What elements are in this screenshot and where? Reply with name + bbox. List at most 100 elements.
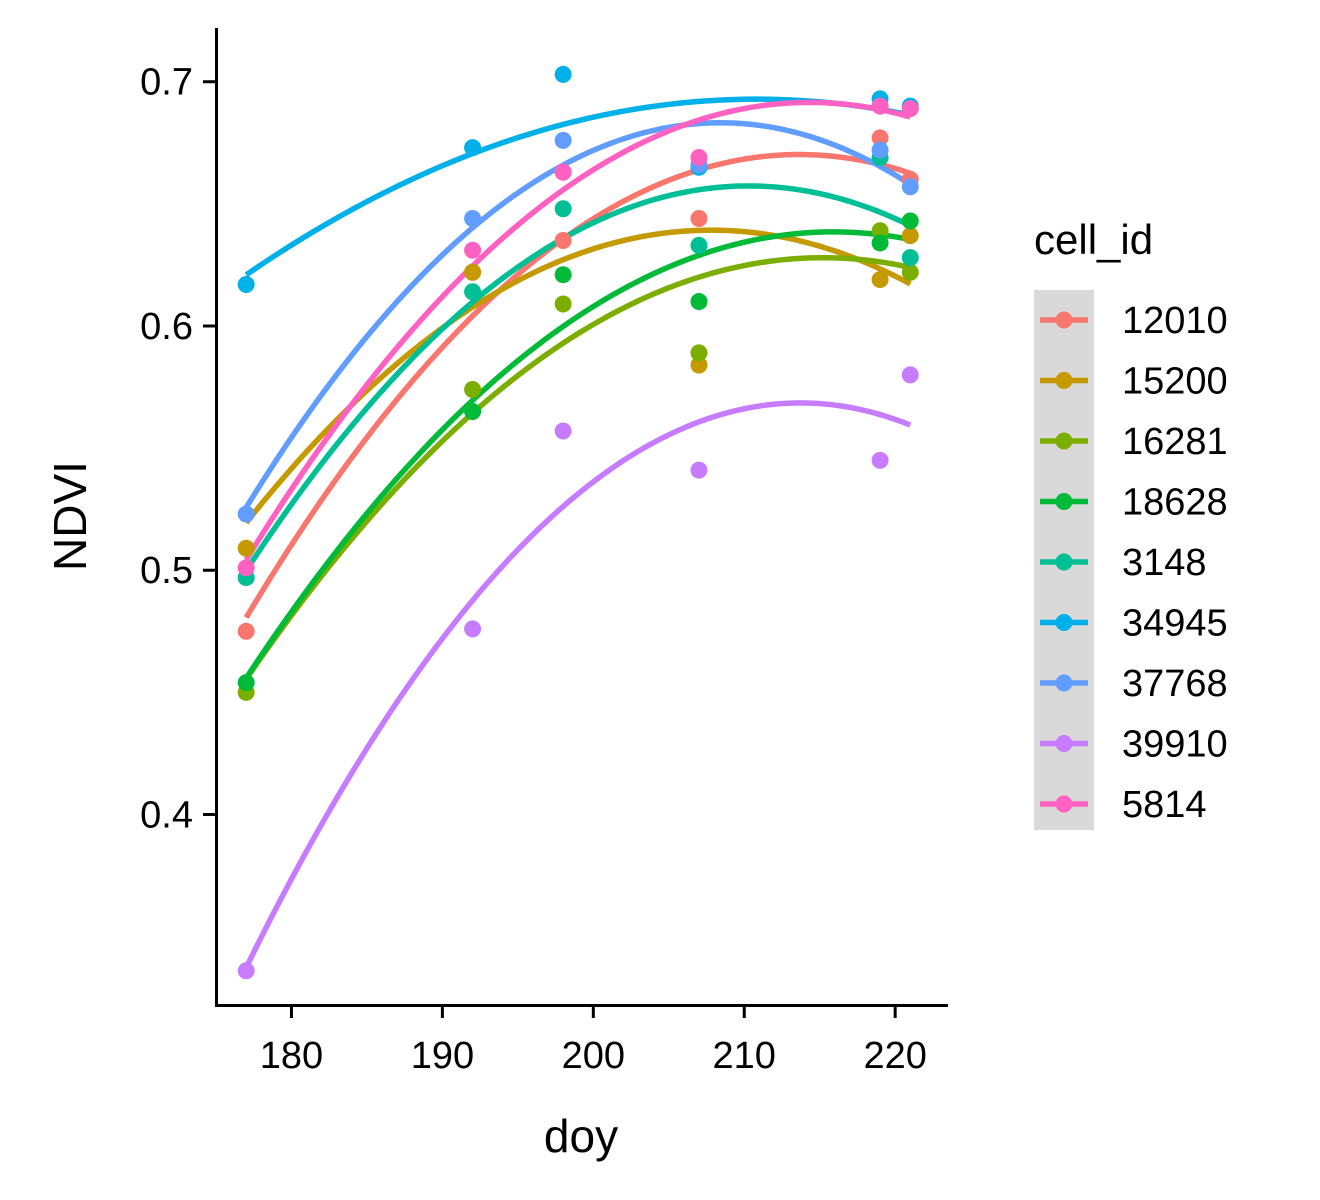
y-axis-ticks: 0.4 0.5 0.6 0.7 bbox=[140, 62, 216, 836]
legend-item-5814: 5814 bbox=[1040, 784, 1207, 826]
legend-label: 37768 bbox=[1122, 663, 1228, 705]
legend-item-3148: 3148 bbox=[1040, 542, 1207, 584]
legend-key-point bbox=[1055, 795, 1073, 813]
data-point-34945 bbox=[554, 65, 572, 83]
legend-label: 39910 bbox=[1122, 724, 1228, 766]
data-point-37768 bbox=[554, 131, 572, 149]
data-point-12010 bbox=[690, 210, 708, 228]
legend-item-34945: 34945 bbox=[1040, 603, 1228, 645]
legend-key-point bbox=[1055, 311, 1073, 329]
data-point-15200 bbox=[901, 227, 919, 245]
legend-item-18628: 18628 bbox=[1040, 482, 1228, 524]
data-point-5814 bbox=[871, 97, 889, 115]
y-axis-title: NDVI bbox=[44, 461, 96, 571]
data-point-16281 bbox=[554, 295, 572, 313]
data-point-5814 bbox=[901, 100, 919, 118]
fit-line-39910 bbox=[243, 400, 912, 969]
data-point-37768 bbox=[901, 178, 919, 196]
legend-label: 34945 bbox=[1122, 603, 1228, 645]
data-point-15200 bbox=[690, 356, 708, 374]
data-point-18628 bbox=[690, 293, 708, 311]
plot-area bbox=[237, 65, 919, 980]
data-point-12010 bbox=[554, 231, 572, 249]
data-points bbox=[237, 65, 919, 980]
data-point-12010 bbox=[237, 622, 255, 640]
fit-line-5814 bbox=[243, 99, 912, 562]
legend-label: 16281 bbox=[1122, 421, 1228, 463]
data-point-3148 bbox=[690, 236, 708, 254]
data-point-5814 bbox=[690, 148, 708, 166]
legend-key-point bbox=[1055, 493, 1073, 510]
legend-label: 15200 bbox=[1122, 361, 1228, 403]
fit-line-3148 bbox=[243, 183, 912, 573]
fit-lines bbox=[243, 96, 912, 969]
legend-item-12010: 12010 bbox=[1040, 300, 1228, 342]
x-axis-title: doy bbox=[544, 1110, 618, 1162]
data-point-39910 bbox=[464, 620, 482, 638]
data-point-3148 bbox=[554, 200, 572, 218]
fit-line-15200 bbox=[244, 227, 912, 525]
data-point-15200 bbox=[464, 263, 482, 281]
x-tick-label: 200 bbox=[562, 1035, 625, 1077]
legend-item-37768: 37768 bbox=[1040, 663, 1228, 705]
data-point-39910 bbox=[901, 366, 919, 384]
fit-line-18628 bbox=[243, 229, 911, 680]
data-point-39910 bbox=[690, 461, 708, 479]
fit-line-37768 bbox=[243, 119, 912, 509]
legend-item-16281: 16281 bbox=[1040, 421, 1228, 463]
legend-label: 3148 bbox=[1122, 542, 1207, 584]
x-axis-ticks: 180 190 200 210 220 bbox=[260, 1005, 927, 1077]
data-point-5814 bbox=[554, 163, 572, 181]
y-tick-label: 0.6 bbox=[140, 306, 193, 348]
data-point-16281 bbox=[871, 222, 889, 240]
data-point-18628 bbox=[554, 266, 572, 284]
data-point-3148 bbox=[901, 249, 919, 267]
data-point-15200 bbox=[871, 271, 889, 289]
legend-item-39910: 39910 bbox=[1040, 724, 1228, 766]
legend-key-point bbox=[1055, 432, 1073, 450]
data-point-12010 bbox=[871, 129, 889, 147]
data-point-16281 bbox=[464, 380, 482, 398]
data-point-37768 bbox=[237, 505, 255, 523]
legend-label: 5814 bbox=[1122, 784, 1207, 826]
y-tick-label: 0.7 bbox=[140, 62, 193, 104]
legend-key-point bbox=[1055, 372, 1073, 389]
x-tick-label: 180 bbox=[260, 1035, 323, 1077]
x-tick-label: 210 bbox=[713, 1035, 776, 1077]
data-point-37768 bbox=[871, 141, 889, 159]
data-point-18628 bbox=[871, 234, 889, 252]
data-point-16281 bbox=[690, 344, 708, 362]
legend-items: 12010 15200 16281 18628 3148 34945 37768 39910 5… bbox=[1040, 300, 1228, 826]
legend: cell_id 12010 15200 16281 18628 3148 34945 377… bbox=[1034, 216, 1228, 830]
y-tick-label: 0.4 bbox=[140, 794, 193, 836]
axes: 180 190 200 210 220 0.4 0.5 0.6 0.7 doy NDVI bbox=[44, 28, 948, 1162]
fit-line-16281 bbox=[243, 254, 911, 681]
data-point-18628 bbox=[464, 402, 482, 420]
legend-label: 12010 bbox=[1122, 300, 1228, 342]
legend-key-point bbox=[1055, 674, 1073, 692]
legend-key-point bbox=[1055, 614, 1073, 631]
data-point-18628 bbox=[237, 674, 255, 692]
data-point-39910 bbox=[554, 422, 572, 440]
x-tick-label: 190 bbox=[411, 1035, 474, 1077]
data-point-3148 bbox=[464, 283, 482, 301]
data-point-16281 bbox=[901, 263, 919, 281]
data-point-34945 bbox=[464, 139, 482, 157]
data-point-39910 bbox=[237, 962, 255, 980]
data-point-37768 bbox=[464, 210, 482, 228]
data-point-18628 bbox=[901, 212, 919, 230]
x-tick-label: 220 bbox=[863, 1035, 926, 1077]
data-point-39910 bbox=[871, 451, 889, 469]
fit-line-34945 bbox=[244, 96, 911, 278]
legend-key-point bbox=[1055, 553, 1073, 571]
y-tick-label: 0.5 bbox=[140, 550, 193, 592]
data-point-34945 bbox=[237, 275, 255, 293]
legend-item-15200: 15200 bbox=[1040, 361, 1228, 403]
legend-label: 18628 bbox=[1122, 482, 1228, 524]
data-point-5814 bbox=[237, 559, 255, 577]
data-point-15200 bbox=[237, 539, 255, 557]
data-point-5814 bbox=[464, 241, 482, 259]
legend-key-point bbox=[1055, 735, 1073, 752]
legend-title: cell_id bbox=[1034, 216, 1153, 263]
